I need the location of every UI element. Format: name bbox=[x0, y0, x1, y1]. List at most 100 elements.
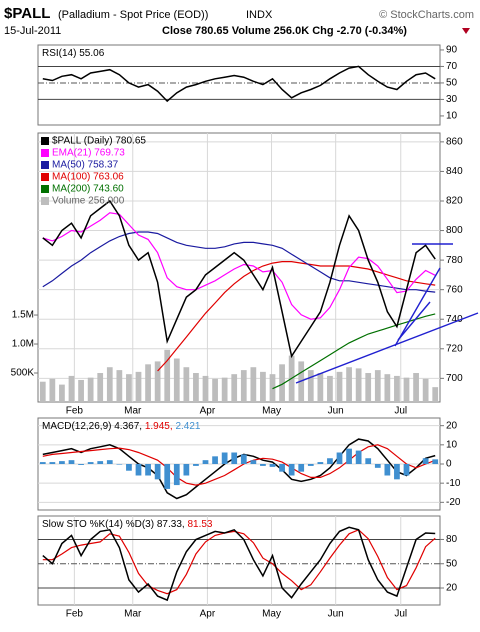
legend-swatch bbox=[41, 185, 49, 193]
y-tick-label: 740 bbox=[446, 314, 463, 325]
y-tick-label: 50 bbox=[446, 558, 458, 569]
bar bbox=[394, 464, 400, 480]
bar bbox=[39, 462, 46, 464]
panel-label: Slow STO %K(14) %D(3) 87.33, 81.53 bbox=[42, 519, 213, 530]
legend-swatch bbox=[41, 149, 49, 157]
legend-entry: 1.945, bbox=[145, 421, 173, 432]
bar bbox=[49, 378, 56, 402]
bar bbox=[164, 349, 171, 402]
bar bbox=[39, 381, 46, 402]
bar bbox=[279, 464, 285, 472]
bar bbox=[49, 462, 56, 464]
panel bbox=[37, 44, 441, 126]
y2-tick-label: 500K bbox=[11, 368, 35, 379]
series-line bbox=[272, 313, 436, 390]
y2-tick-label: 1.0M bbox=[12, 339, 34, 350]
y-tick-label: 30 bbox=[446, 94, 458, 105]
legend-entry: 2.421 bbox=[175, 421, 200, 432]
bar bbox=[202, 460, 209, 464]
bar bbox=[422, 378, 429, 402]
bar bbox=[384, 374, 391, 402]
trendline bbox=[397, 301, 431, 341]
y-tick-label: 780 bbox=[446, 255, 463, 266]
bar bbox=[135, 371, 142, 402]
bar bbox=[346, 448, 352, 464]
bar bbox=[183, 367, 190, 402]
panel-label-text: MACD(12,26,9) bbox=[42, 421, 111, 432]
trendline bbox=[295, 312, 479, 384]
x-tick-label: Apr bbox=[200, 406, 216, 417]
bar bbox=[288, 464, 295, 476]
bar bbox=[327, 458, 333, 464]
bar bbox=[202, 375, 209, 402]
bar bbox=[413, 373, 419, 402]
series-line bbox=[157, 261, 436, 372]
bar bbox=[240, 370, 247, 402]
legend-entry: MA(100) 763.06 bbox=[52, 172, 124, 183]
legend-swatch bbox=[41, 161, 49, 169]
bar bbox=[183, 464, 190, 476]
y-tick-label: 20 bbox=[446, 583, 458, 594]
bar bbox=[231, 374, 238, 402]
bar bbox=[116, 464, 123, 465]
legend-entry: 4.367, bbox=[114, 421, 142, 432]
bar bbox=[240, 454, 247, 464]
y-tick-label: -20 bbox=[446, 497, 461, 508]
bar bbox=[403, 377, 410, 402]
bar bbox=[355, 368, 362, 402]
bar bbox=[106, 367, 113, 402]
bar bbox=[164, 464, 171, 489]
bar bbox=[432, 387, 439, 402]
bar bbox=[173, 358, 180, 402]
bar bbox=[231, 452, 238, 464]
series-line bbox=[42, 526, 436, 602]
bar bbox=[346, 367, 352, 402]
y-tick-label: 70 bbox=[446, 61, 458, 72]
bar bbox=[116, 370, 123, 402]
bar bbox=[78, 464, 84, 465]
y-tick-label: 820 bbox=[446, 196, 463, 207]
bar bbox=[374, 464, 381, 468]
panel-label: RSI(14) 55.06 bbox=[42, 48, 105, 59]
y-tick-label: 50 bbox=[446, 78, 458, 89]
legend-entry: MA(50) 758.37 bbox=[52, 160, 119, 171]
x-tick-label: Jul bbox=[394, 609, 407, 620]
bar bbox=[68, 375, 75, 402]
bar bbox=[307, 370, 314, 402]
bar bbox=[126, 374, 132, 402]
panel-label-text: RSI(14) 55.06 bbox=[42, 48, 105, 59]
legend-entry: MA(200) 743.60 bbox=[52, 184, 124, 195]
y-tick-label: 760 bbox=[446, 284, 463, 295]
bar bbox=[260, 371, 266, 402]
bar bbox=[279, 364, 285, 402]
bar bbox=[59, 384, 65, 402]
bar bbox=[365, 373, 372, 402]
y-tick-label: 700 bbox=[446, 373, 463, 384]
legend-entry: EMA(21) 769.73 bbox=[52, 148, 125, 159]
bar bbox=[145, 464, 151, 476]
bar bbox=[365, 458, 372, 464]
bar bbox=[154, 361, 161, 402]
bar bbox=[422, 458, 429, 464]
series-line bbox=[42, 438, 436, 500]
x-tick-label: Mar bbox=[124, 406, 142, 417]
series-line bbox=[42, 529, 436, 595]
bar bbox=[193, 373, 199, 402]
trendlines bbox=[295, 243, 479, 384]
legend-entry: 81.53 bbox=[187, 519, 212, 530]
bar bbox=[145, 364, 151, 402]
legend-entry: Volume 256,000 bbox=[52, 196, 125, 207]
bar bbox=[355, 450, 362, 464]
bar bbox=[221, 377, 228, 402]
y-tick-label: 20 bbox=[446, 420, 458, 431]
bar bbox=[193, 464, 199, 466]
series-line bbox=[42, 199, 436, 359]
y-tick-label: 800 bbox=[446, 225, 463, 236]
y-tick-label: 80 bbox=[446, 534, 458, 545]
bar bbox=[59, 461, 65, 464]
symbol: $PALL bbox=[4, 5, 50, 22]
bar bbox=[432, 459, 439, 464]
bar bbox=[97, 373, 104, 402]
bar bbox=[154, 464, 161, 480]
